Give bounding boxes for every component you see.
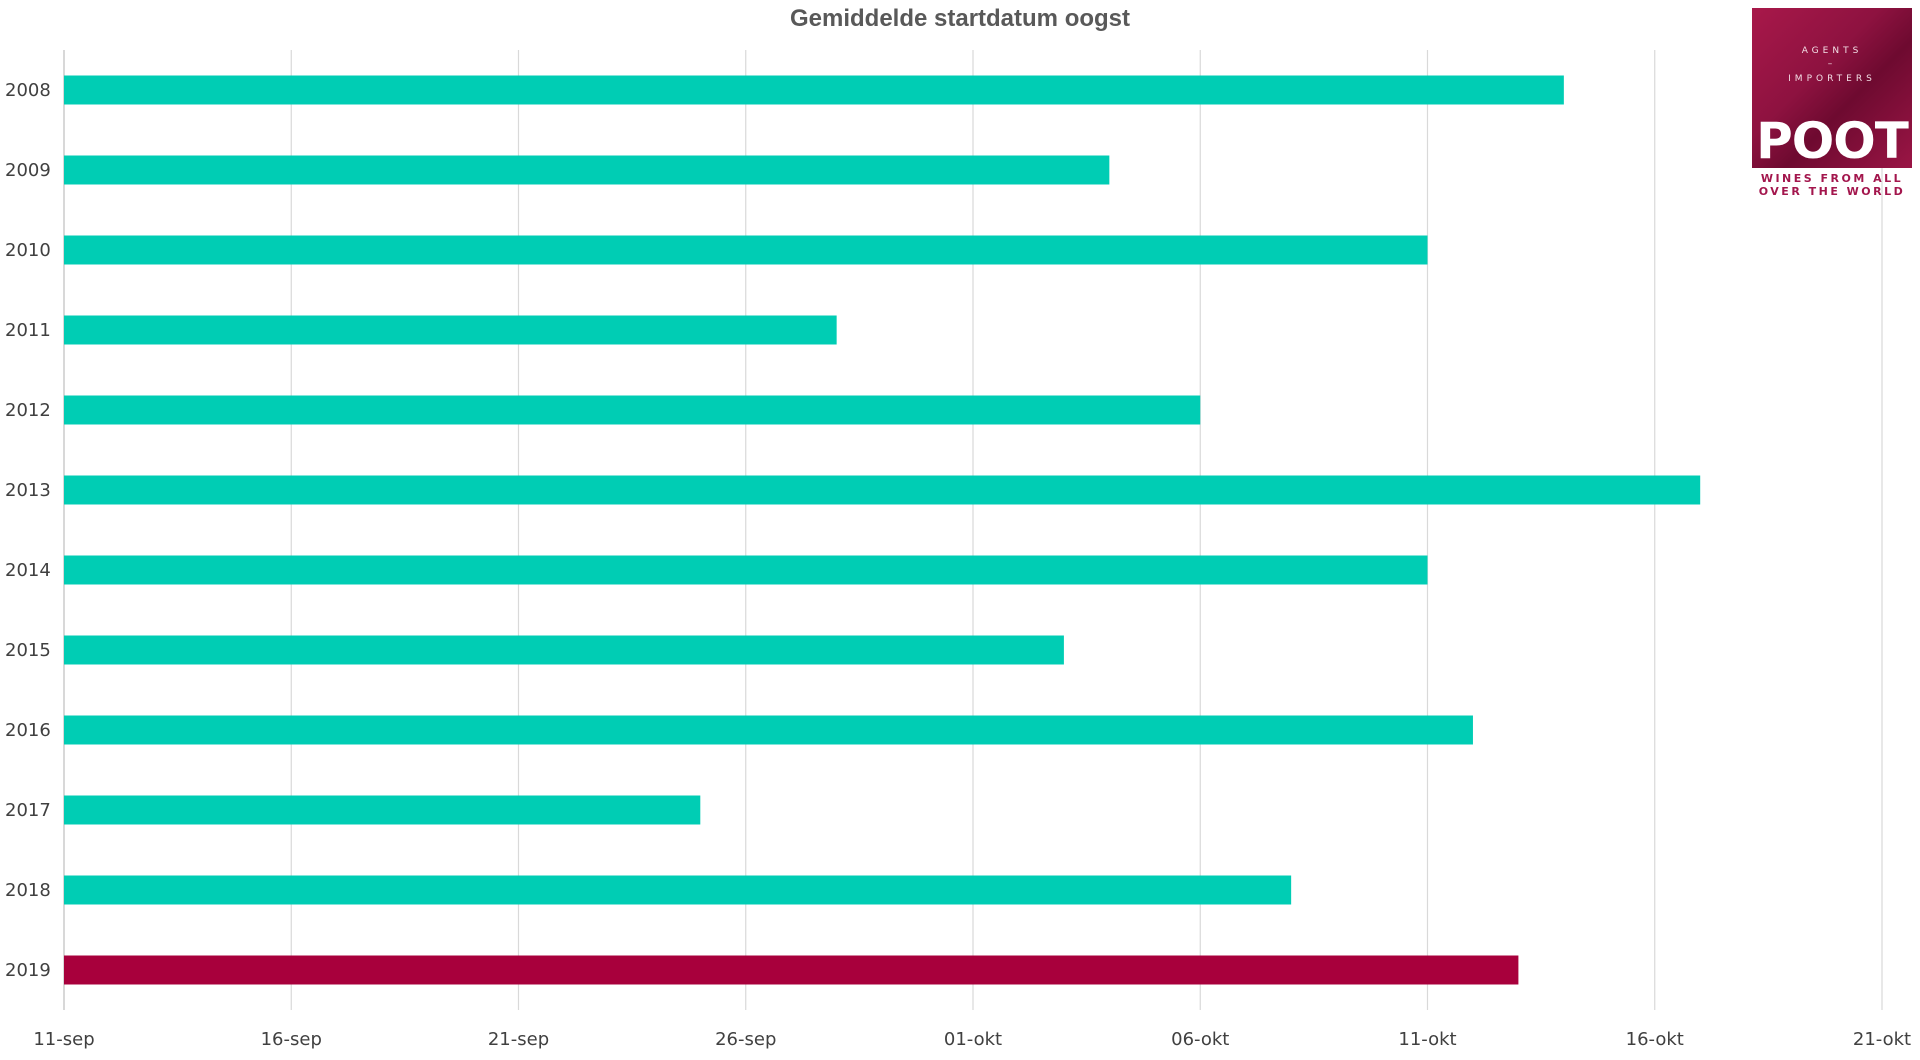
x-tick-label: 06-okt [1171, 1029, 1229, 1050]
x-tick-label: 11-okt [1398, 1029, 1456, 1050]
x-tick-label: 21-sep [488, 1029, 549, 1050]
bars [64, 75, 1701, 985]
logo-dash-text: – [1827, 59, 1837, 69]
category-label: 2013 [5, 480, 51, 501]
bar-2016 [64, 715, 1473, 745]
logo-tagline-line-2: OVER THE WORLD [1758, 185, 1906, 198]
category-label: 2010 [5, 240, 51, 261]
bar-2018 [64, 875, 1292, 905]
logo-agents-text: AGENTS [1801, 46, 1863, 56]
x-tick-label: 21-okt [1853, 1029, 1911, 1050]
category-label: 2015 [5, 640, 51, 661]
bar-2015 [64, 635, 1064, 665]
logo-importers-text: IMPORTERS [1788, 74, 1876, 84]
category-label: 2008 [5, 80, 51, 101]
category-label: 2011 [5, 320, 51, 341]
bar-2019 [64, 955, 1519, 985]
category-label: 2017 [5, 800, 51, 821]
bar-2009 [64, 155, 1110, 185]
x-tick-label: 01-okt [944, 1029, 1002, 1050]
bar-2010 [64, 235, 1428, 265]
x-tick-labels: 11-sep 16-sep 21-sep 26-sep 01-okt 06-okt 11-o… [33, 1029, 1911, 1050]
category-label: 2018 [5, 880, 51, 901]
category-label: 2009 [5, 160, 51, 181]
bar-2008 [64, 75, 1564, 105]
x-tick-label: 11-sep [33, 1029, 94, 1050]
category-label: 2019 [5, 960, 51, 981]
category-label: 2012 [5, 400, 51, 421]
bar-2012 [64, 395, 1201, 425]
bar-2011 [64, 315, 837, 345]
category-label: 2014 [5, 560, 51, 581]
x-tick-label: 16-sep [261, 1029, 322, 1050]
logo-tagline-line-1: WINES FROM ALL [1760, 172, 1904, 185]
x-tick-label: 26-sep [715, 1029, 776, 1050]
category-label: 2016 [5, 720, 51, 741]
x-tick-label: 16-okt [1626, 1029, 1684, 1050]
bar-2017 [64, 795, 701, 825]
bar-2013 [64, 475, 1701, 505]
bar-2014 [64, 555, 1428, 585]
poot-logo: AGENTS – IMPORTERS POOT WINES FROM ALL O… [1752, 8, 1912, 198]
category-labels: 2008 2009 2010 2011 2012 2013 2014 2015 2016 2017… [5, 80, 51, 981]
grid-lines [63, 50, 1883, 1010]
logo-tagline: WINES FROM ALL OVER THE WORLD [1752, 172, 1912, 198]
logo-box: AGENTS – IMPORTERS POOT [1752, 8, 1912, 168]
logo-name-text: POOT [1756, 112, 1909, 168]
chart-title: Gemiddelde startdatum oogst [790, 5, 1130, 32]
